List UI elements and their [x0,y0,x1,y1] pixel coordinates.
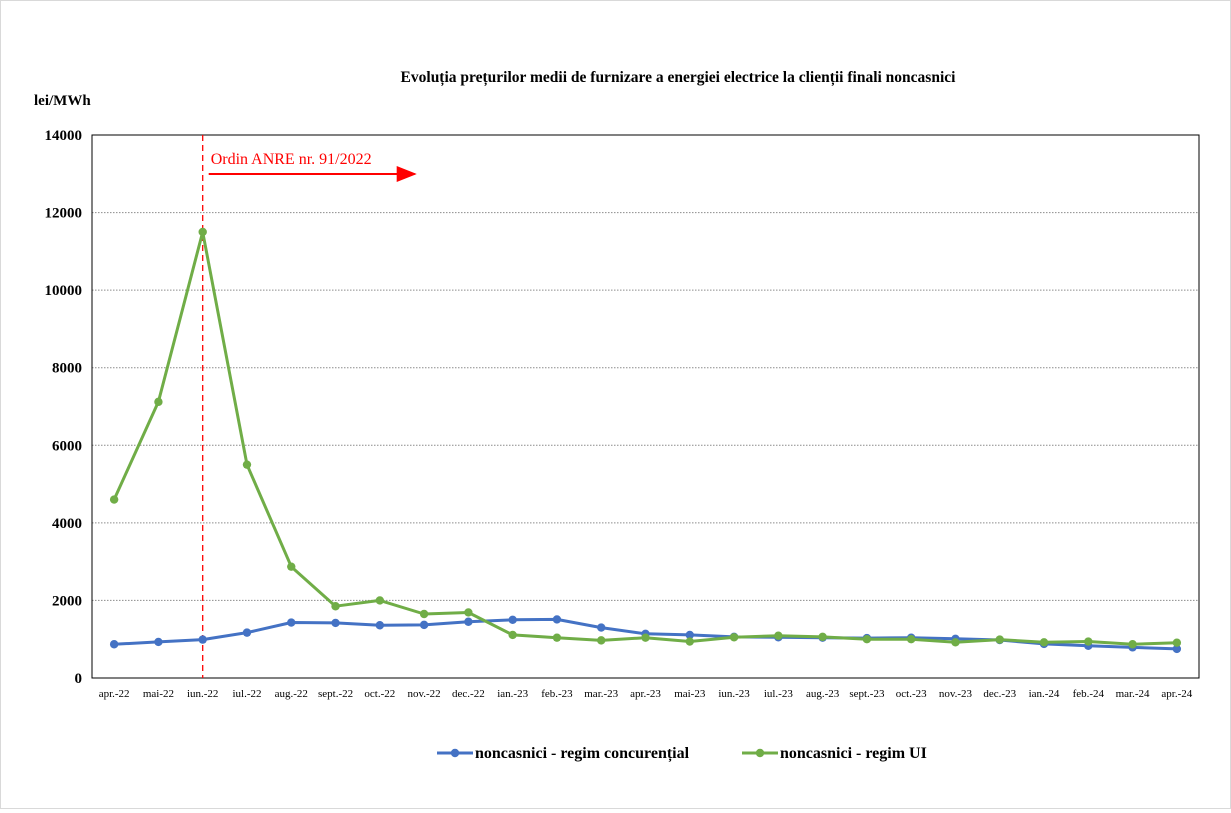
data-point [198,635,207,644]
x-tick-label: nov.-22 [407,688,440,700]
data-point [109,495,119,504]
x-tick-label: oct.-23 [896,688,927,700]
data-point [552,615,562,624]
annotation: Ordin ANRE nr. 91/2022 [202,135,417,678]
y-axis-unit-label: lei/MWh [34,93,91,109]
data-point [464,617,473,626]
x-tick-label: aug.-22 [275,688,308,700]
data-point [1172,644,1182,654]
x-tick-label: nov.-23 [939,688,973,700]
x-tick-label: mar.-24 [1116,688,1150,700]
data-point [685,630,694,640]
x-tick-label: dec.-23 [983,688,1016,700]
data-point [818,632,827,642]
x-tick-label: apr.-24 [1161,688,1192,700]
data-point [1039,638,1049,647]
legend-entry: noncasnici - regim UI [742,745,927,762]
chart-title: Evoluția prețurilor medii de furnizare a… [401,69,957,86]
data-point [375,621,385,630]
x-tick-label: ian.-24 [1029,688,1060,700]
x-tick-label: mai-22 [143,688,174,700]
x-tick-label: feb.-23 [541,688,573,700]
data-point [242,460,252,469]
y-tick-label: 8000 [52,361,82,377]
gridlines [92,212,1199,601]
data-point [287,562,296,571]
x-tick-label: iul.-22 [232,688,261,700]
legend-entry: noncasnici - regim concurențial [437,745,690,763]
data-point [1084,637,1093,646]
y-tick-label: 12000 [45,206,83,222]
x-tick-label: mar.-23 [584,688,618,700]
data-point [419,620,429,630]
x-tick-label: iul.-23 [764,688,794,700]
data-point [995,635,1004,644]
data-point [774,631,783,640]
series-lines [109,227,1182,654]
data-point [862,635,872,644]
data-point [464,608,473,617]
data-point [508,630,517,640]
data-point [1128,640,1137,649]
data-point [154,397,163,407]
y-tick-label: 14000 [45,128,83,144]
x-tick-label: sept.-22 [318,688,353,700]
x-tick-label: iun.-23 [718,688,750,700]
x-tick-label: ian.-23 [497,688,528,700]
x-tick-label: sept.-23 [849,688,885,700]
legend-label: noncasnici - regim UI [780,745,927,762]
data-point [597,623,606,632]
series-ui [109,227,1182,649]
legend-swatch-marker [450,748,460,758]
legend-label: noncasnici - regim concurențial [475,745,690,763]
y-tick-label: 2000 [52,593,82,609]
legend: noncasnici - regim concurențial noncasnic… [437,745,927,763]
x-tick-label: oct.-22 [364,688,395,700]
data-point [641,633,650,642]
data-point [419,609,429,619]
data-point [552,633,562,642]
annotation-label: Ordin ANRE nr. 91/2022 [211,151,372,168]
x-tick-label: aug.-23 [806,688,840,700]
x-tick-label: apr.-23 [630,688,661,700]
x-tick-label: apr.-22 [99,688,130,700]
data-point [1172,638,1182,647]
data-point [331,618,340,628]
data-point [729,633,739,642]
data-point [109,640,119,649]
x-tick-label: iun.-22 [187,688,218,700]
x-axis-ticks: apr.-22 mai-22 iun.-22 iul.-22 aug.-22 sept.-… [99,688,1193,700]
data-point [951,638,960,647]
y-tick-label: 4000 [52,516,82,532]
data-point [242,628,252,637]
data-point [198,227,207,237]
data-point [597,636,606,645]
y-tick-label: 10000 [45,283,83,299]
y-tick-label: 0 [75,671,83,687]
data-point [331,602,340,611]
series-line [112,230,1177,646]
y-tick-label: 6000 [52,438,82,454]
plot-area-frame [91,134,1200,679]
data-point [685,637,694,646]
y-axis-ticks: 0 2000 4000 6000 8000 10000 12000 14000 [45,128,83,687]
data-point [154,637,163,647]
x-tick-label: dec.-22 [452,688,485,700]
legend-swatch-marker [755,748,765,758]
x-tick-label: feb.-24 [1073,688,1105,700]
data-point [508,615,517,625]
x-tick-label: mai-23 [674,688,706,700]
data-point [375,596,385,605]
data-point [287,618,296,627]
data-point [906,635,916,644]
